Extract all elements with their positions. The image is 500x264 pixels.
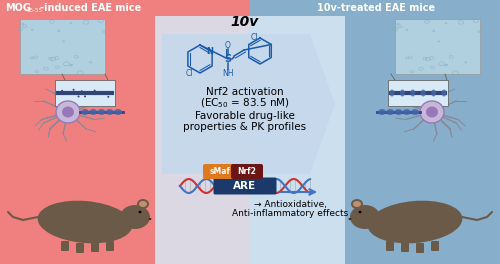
Text: 35-55: 35-55 bbox=[27, 8, 43, 13]
FancyBboxPatch shape bbox=[61, 241, 69, 251]
FancyBboxPatch shape bbox=[203, 164, 237, 179]
Ellipse shape bbox=[403, 109, 411, 115]
Bar bbox=[0, 0, 248, 16]
Text: Cl: Cl bbox=[250, 34, 258, 43]
Polygon shape bbox=[162, 34, 335, 174]
Ellipse shape bbox=[38, 201, 132, 243]
FancyBboxPatch shape bbox=[388, 80, 448, 106]
Text: S: S bbox=[224, 54, 232, 64]
Text: (EC$_{50}$ = 83.5 nM): (EC$_{50}$ = 83.5 nM) bbox=[200, 96, 290, 110]
Ellipse shape bbox=[420, 101, 444, 123]
Ellipse shape bbox=[108, 96, 110, 98]
Text: Cl: Cl bbox=[185, 69, 192, 78]
Ellipse shape bbox=[62, 106, 74, 117]
Ellipse shape bbox=[72, 89, 74, 91]
Text: MOG: MOG bbox=[5, 3, 31, 13]
Ellipse shape bbox=[68, 92, 70, 95]
Ellipse shape bbox=[378, 109, 386, 115]
Ellipse shape bbox=[89, 109, 97, 115]
Ellipse shape bbox=[56, 101, 80, 123]
Text: Nrf2: Nrf2 bbox=[238, 167, 256, 176]
Bar bbox=[155, 16, 345, 264]
Ellipse shape bbox=[442, 89, 446, 97]
Text: → Antioxidative,: → Antioxidative, bbox=[254, 200, 326, 209]
FancyBboxPatch shape bbox=[20, 19, 105, 74]
Ellipse shape bbox=[390, 89, 394, 97]
Text: Anti-inflammatory effects: Anti-inflammatory effects bbox=[232, 210, 348, 219]
Ellipse shape bbox=[114, 109, 122, 115]
Ellipse shape bbox=[84, 95, 86, 97]
FancyBboxPatch shape bbox=[55, 80, 115, 106]
Ellipse shape bbox=[110, 92, 112, 94]
Ellipse shape bbox=[80, 90, 82, 92]
Ellipse shape bbox=[81, 109, 89, 115]
Ellipse shape bbox=[72, 92, 74, 94]
Ellipse shape bbox=[394, 109, 402, 115]
Ellipse shape bbox=[420, 89, 426, 97]
Ellipse shape bbox=[78, 96, 80, 97]
Ellipse shape bbox=[94, 89, 96, 92]
Ellipse shape bbox=[351, 199, 363, 209]
Text: Nrf2 activation: Nrf2 activation bbox=[206, 87, 284, 97]
Text: properties & PK profiles: properties & PK profiles bbox=[184, 122, 306, 132]
Ellipse shape bbox=[120, 205, 150, 229]
Ellipse shape bbox=[426, 106, 438, 117]
Ellipse shape bbox=[61, 90, 63, 92]
FancyBboxPatch shape bbox=[416, 243, 424, 253]
Ellipse shape bbox=[353, 201, 361, 207]
Bar bbox=[0, 0, 250, 264]
Text: NH: NH bbox=[222, 68, 234, 78]
Bar bbox=[252, 0, 500, 16]
FancyBboxPatch shape bbox=[214, 177, 276, 195]
Ellipse shape bbox=[348, 218, 352, 220]
Ellipse shape bbox=[410, 89, 416, 97]
Ellipse shape bbox=[368, 201, 462, 243]
Ellipse shape bbox=[98, 109, 106, 115]
Text: Favorable drug-like: Favorable drug-like bbox=[195, 111, 295, 121]
Ellipse shape bbox=[139, 201, 147, 207]
FancyBboxPatch shape bbox=[106, 241, 114, 251]
FancyBboxPatch shape bbox=[431, 241, 439, 251]
Ellipse shape bbox=[138, 211, 141, 213]
Ellipse shape bbox=[411, 109, 419, 115]
Ellipse shape bbox=[400, 89, 405, 97]
Ellipse shape bbox=[137, 199, 149, 209]
FancyBboxPatch shape bbox=[231, 164, 263, 179]
Ellipse shape bbox=[148, 218, 152, 220]
Text: N: N bbox=[206, 46, 214, 55]
Ellipse shape bbox=[431, 89, 436, 97]
Ellipse shape bbox=[106, 109, 114, 115]
FancyBboxPatch shape bbox=[76, 243, 84, 253]
Ellipse shape bbox=[350, 205, 380, 229]
Text: sMaf: sMaf bbox=[210, 167, 231, 176]
FancyBboxPatch shape bbox=[386, 241, 394, 251]
Ellipse shape bbox=[358, 211, 362, 213]
Text: O: O bbox=[225, 40, 231, 50]
Text: -induced EAE mice: -induced EAE mice bbox=[40, 3, 142, 13]
Text: 10v: 10v bbox=[231, 15, 259, 29]
FancyBboxPatch shape bbox=[91, 242, 99, 252]
Text: ARE: ARE bbox=[234, 181, 256, 191]
Text: 10v-treated EAE mice: 10v-treated EAE mice bbox=[317, 3, 435, 13]
Bar bbox=[250, 0, 500, 264]
FancyBboxPatch shape bbox=[401, 242, 409, 252]
Ellipse shape bbox=[386, 109, 394, 115]
FancyBboxPatch shape bbox=[395, 19, 480, 74]
